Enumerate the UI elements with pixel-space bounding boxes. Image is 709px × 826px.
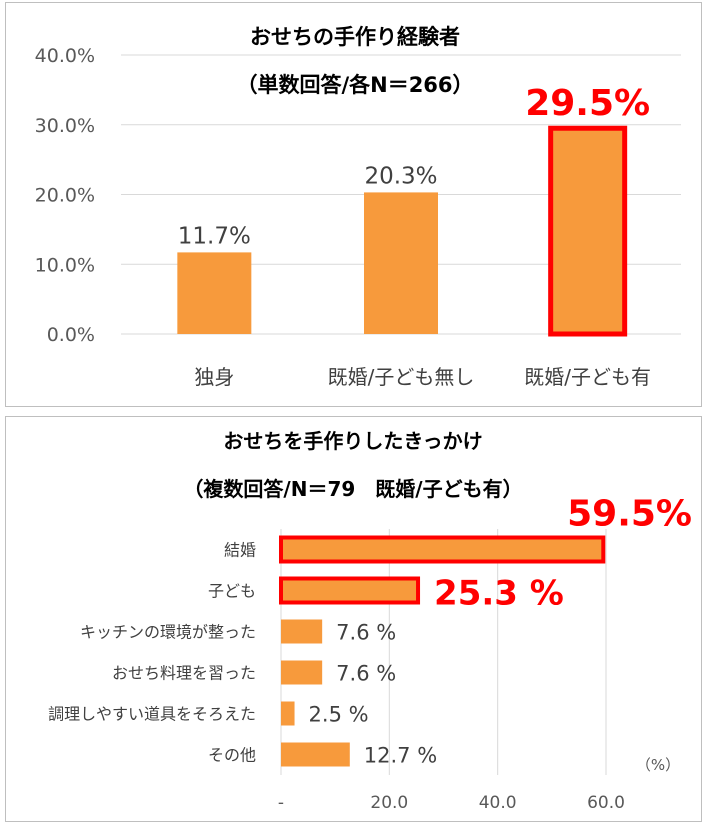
x-tick-label: 40.0 <box>479 793 517 813</box>
y-tick-label: 子ども <box>208 582 256 601</box>
data-label: 2.5 % <box>309 703 369 727</box>
y-tick-label: おせち料理を習った <box>112 664 256 683</box>
bar <box>279 576 421 605</box>
chart-title: おせちを手作りしたきっかけ <box>223 429 482 453</box>
bar <box>281 701 295 726</box>
y-tick-label: その他 <box>208 746 256 765</box>
bar <box>364 192 438 334</box>
data-label: 11.7% <box>178 223 251 249</box>
x-tick-label: 60.0 <box>587 793 625 813</box>
data-label: 20.3% <box>364 163 437 189</box>
y-tick-label: 10.0% <box>35 254 95 276</box>
data-label: 7.6 % <box>336 621 396 645</box>
bar <box>279 535 606 564</box>
data-label: 59.5% <box>567 494 692 535</box>
x-tick-label: 既婚/子ども無し <box>328 365 475 389</box>
y-tick-label: キッチンの環境が整った <box>80 623 256 642</box>
chart-subtitle: （複数回答/N＝79 既婚/子ども有） <box>183 477 522 501</box>
x-tick-label: - <box>278 793 284 813</box>
y-tick-label: 40.0% <box>35 45 95 67</box>
bar-chart-vertical: おせちの手作り経験者 （単数回答/各N＝266） 0.0% 10.0% 20.0% 3… <box>35 25 681 389</box>
x-tick-label: 既婚/子ども有 <box>524 365 651 389</box>
bar-chart-horizontal: おせちを手作りしたきっかけ （複数回答/N＝79 既婚/子ども有） - 20.0 4… <box>48 429 692 813</box>
x-tick-label: 独身 <box>194 365 234 389</box>
data-label: 12.7 % <box>364 744 437 768</box>
bar <box>177 252 252 334</box>
y-tick-label: 結婚 <box>224 541 256 560</box>
chart-panel-bottom: おせちを手作りしたきっかけ （複数回答/N＝79 既婚/子ども有） - 20.0 4… <box>5 416 702 822</box>
y-tick-label: 0.0% <box>47 324 95 346</box>
bar <box>548 125 628 337</box>
y-tick-label: 30.0% <box>35 115 95 137</box>
data-label: 25.3 % <box>434 574 564 614</box>
bar <box>281 742 350 767</box>
bar <box>281 619 323 644</box>
chart-panel-top: おせちの手作り経験者 （単数回答/各N＝266） 0.0% 10.0% 20.0% 3… <box>5 2 702 407</box>
unit-label: （%） <box>636 756 680 774</box>
chart-subtitle: （単数回答/各N＝266） <box>236 73 473 97</box>
chart-title: おせちの手作り経験者 <box>250 25 460 49</box>
x-tick-label: 20.0 <box>370 793 408 813</box>
bar <box>281 660 323 685</box>
data-label: 29.5% <box>525 83 650 124</box>
data-label: 7.6 % <box>336 662 396 686</box>
y-tick-label: 調理しやすい道具をそろえた <box>48 705 256 724</box>
y-tick-label: 20.0% <box>35 185 95 207</box>
